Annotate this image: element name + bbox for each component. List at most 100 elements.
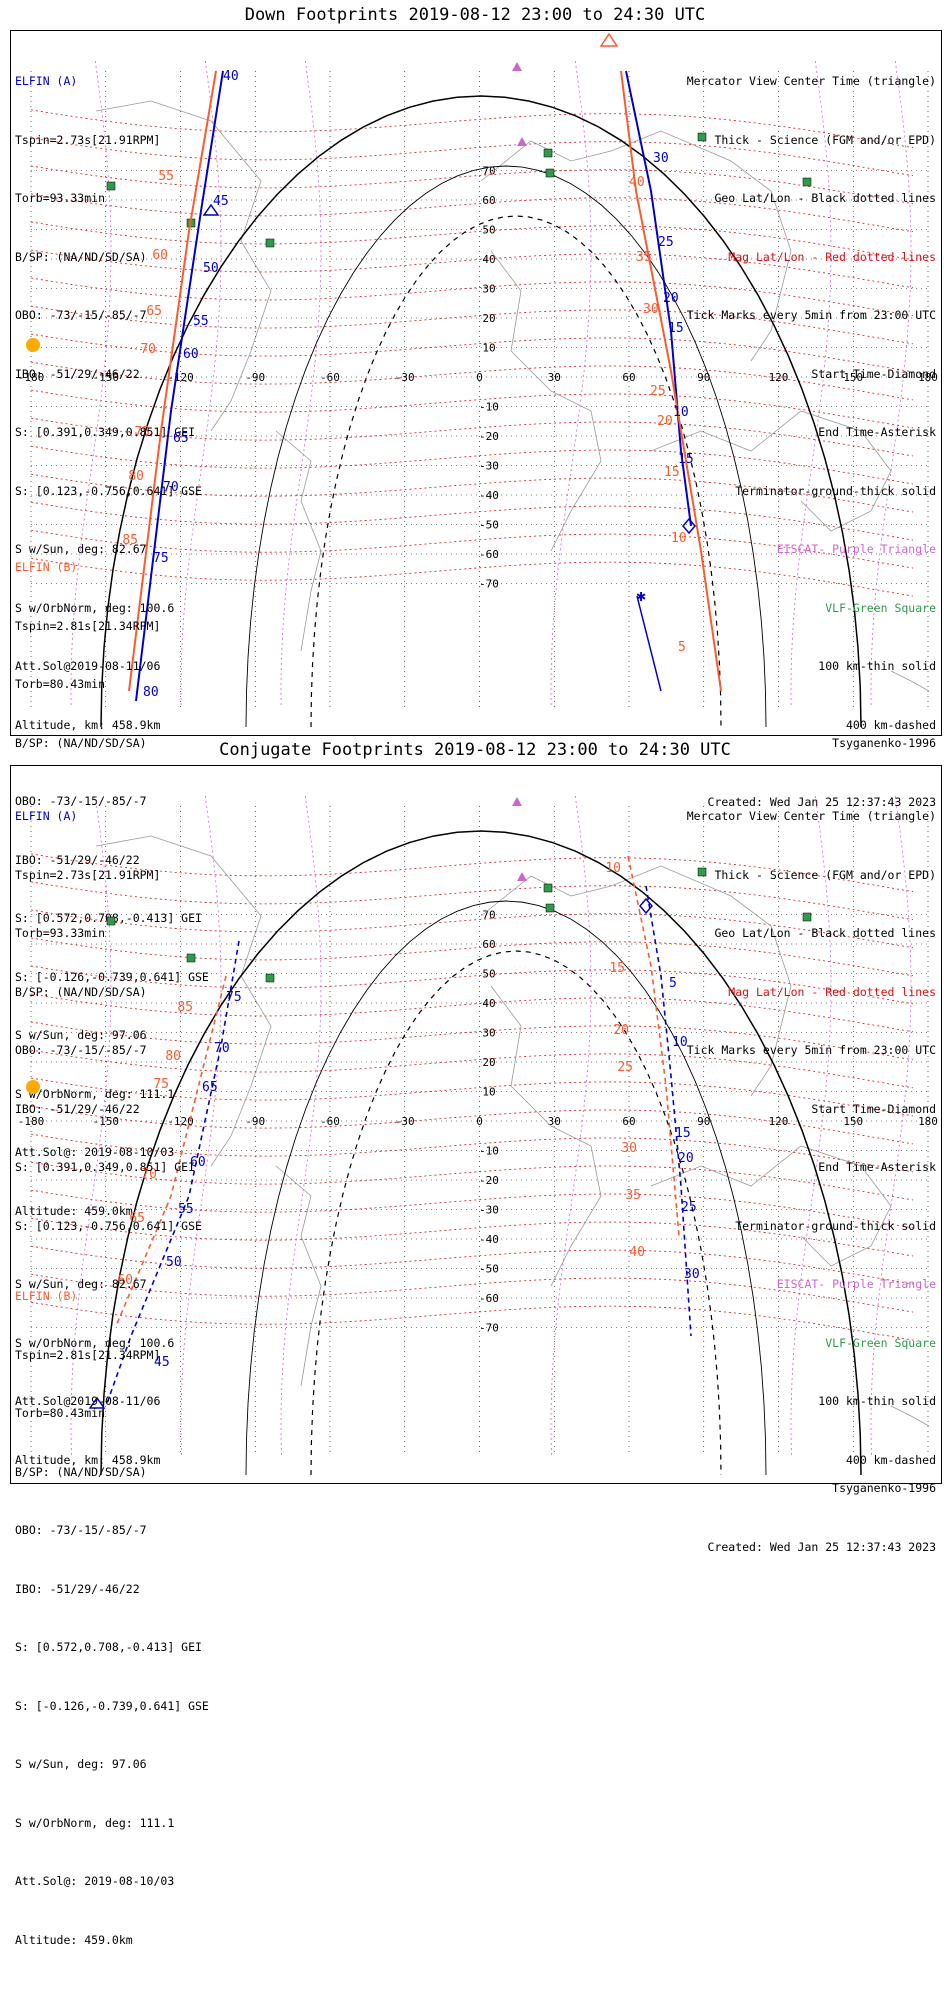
elfin-a-tick-label: 20 <box>678 1151 694 1166</box>
lon-tick-label: -180 <box>18 371 45 384</box>
vlf-square-icon <box>106 916 116 926</box>
coastline <box>650 410 892 532</box>
elfin-b-tick-label: 65 <box>129 1211 145 1226</box>
elfin-b-tick-label: 75 <box>153 1077 169 1092</box>
mag-lon-line <box>870 60 912 707</box>
legend-item: Mag Lat/Lon - Red dotted lines <box>728 249 936 264</box>
panel-title: Conjugate Footprints 2019-08-12 23:00 to… <box>219 740 731 760</box>
mag-lon-line <box>180 795 222 1457</box>
terminator-ground <box>100 830 862 1476</box>
lat-tick-label: 60 <box>482 938 495 951</box>
elfin-b-tick-label: 30 <box>621 1141 637 1156</box>
vlf-square-icon <box>543 148 553 158</box>
terminator-100km <box>245 165 767 728</box>
lat-tick-label: 30 <box>482 1027 495 1040</box>
legend-item: VLF-Green Square <box>825 600 936 615</box>
legend-item: EISCAT- Purple Triangle <box>776 1277 936 1291</box>
elfin-b-line: Altitude: 459.0km <box>15 1932 133 1947</box>
lon-tick-label: 150 <box>843 371 863 384</box>
mag-lon-line <box>790 795 832 1457</box>
legend-item: End Time-Asterisk <box>818 425 936 439</box>
elfin-a-tick-label: 60 <box>183 347 199 362</box>
elfin-b-line: Tspin=2.81s[21.34RPM] <box>15 1347 161 1362</box>
lat-tick-label: -50 <box>479 1263 499 1276</box>
lat-tick-label: 10 <box>482 1086 495 1099</box>
elfin-b-line: S w/Sun, deg: 97.06 <box>15 1757 147 1771</box>
legend-item: Thick - Science (FGM and/or EPD) <box>714 132 936 147</box>
mag-lon-line <box>180 60 222 707</box>
elfin-b-line: Att.Sol@: 2019-08-10/03 <box>15 1874 175 1888</box>
eiscat-triangle-icon <box>512 62 522 71</box>
legend-item: Terminator-ground-thick solid <box>735 1218 936 1233</box>
elfin-a-tick-label: 40 <box>223 69 239 84</box>
elfin-a-track <box>645 885 692 1337</box>
conjugate-footprints-map: 70 60 50 40 30 20 10 -10 -20 -30 -40 -50 -60 -70 -180-… <box>10 765 942 1947</box>
elfin-a-line: OBO: -73/-15/-85/-7 <box>15 1043 147 1057</box>
legend-item: Tick Marks every 5min from 23:00 UTC <box>686 1043 936 1057</box>
lon-tick-label: 150 <box>843 1115 863 1128</box>
vlf-square-icon <box>802 177 812 187</box>
elfin-a-tick-label: 55 <box>178 1202 194 1217</box>
elfin-a-track <box>135 70 224 702</box>
elfin-b-tick-label: 40 <box>629 1245 645 1260</box>
elfin-a-tick-label: 15 <box>675 1126 691 1141</box>
vlf-square-icon <box>802 912 812 922</box>
map-credits: Tsyganenko-1996 Created: Wed Jan 25 12:3… <box>708 695 936 851</box>
elfin-b-tick-label: 35 <box>636 250 652 265</box>
created-label: Created: Wed Jan 25 12:37:43 2023 <box>707 794 936 809</box>
elfin-a-line: S: [0.391,0.349,0.851] GEI <box>15 425 196 439</box>
vlf-square-icon <box>186 953 196 963</box>
elfin-b-tick-label: 75 <box>134 425 150 440</box>
legend-item: Geo Lat/Lon - Black dotted lines <box>714 926 936 940</box>
lat-tick-label: 50 <box>482 968 495 981</box>
elfin-a-tick-label: 10 <box>673 405 689 420</box>
lon-tick-label: 90 <box>697 371 710 384</box>
center-time-triangle-icon <box>202 203 220 216</box>
elfin-b-tick-label: 35 <box>625 1188 641 1203</box>
elfin-a-line: S w/Sun, deg: 82.67 <box>15 542 147 556</box>
elfin-b-line: S w/OrbNorm, deg: 111.1 <box>15 1815 175 1830</box>
legend-item: Terminator-ground-thick solid <box>735 483 936 498</box>
vlf-square-icon <box>697 132 707 142</box>
elfin-b-tick-label: 10 <box>605 861 621 876</box>
elfin-a-line: S: [0.123,-0.756,0.641] GSE <box>15 483 202 498</box>
elfin-b-tick-label: 20 <box>613 1023 629 1038</box>
elfin-b-tick-label: 20 <box>657 414 673 429</box>
elfin-a-line: S w/OrbNorm, deg: 100.6 <box>15 1335 175 1350</box>
elfin-b-tick-label: 25 <box>650 384 666 399</box>
elfin-a-line: S: [0.123,-0.756,0.641] GSE <box>15 1218 202 1233</box>
mag-lon-line <box>70 795 112 1457</box>
elfin-b-line: S: [0.572,0.708,-0.413] GEI <box>15 1640 202 1654</box>
lon-tick-label: -60 <box>320 1115 340 1128</box>
lon-tick-label: -150 <box>93 371 120 384</box>
lat-tick-label: -30 <box>479 1204 499 1217</box>
elfin-b-track <box>115 975 227 1327</box>
elfin-a-tick-label: 20 <box>663 291 679 306</box>
start-time-diamond-icon <box>639 897 653 915</box>
coastline <box>890 670 930 692</box>
elfin-b-line: OBO: -73/-15/-85/-7 <box>15 1523 147 1537</box>
elfin-a-line: OBO: -73/-15/-85/-7 <box>15 308 147 322</box>
lat-tick-label: -40 <box>479 1233 499 1246</box>
elfin-a-tick-label: 60 <box>190 1155 206 1170</box>
elfin-a-info: ELFIN (A) Tspin=2.73s[21.91RPM] Torb=93.… <box>15 33 202 774</box>
elfin-b-line: IBO: -51/29/-46/22 <box>15 852 140 867</box>
vlf-square-icon <box>106 181 116 191</box>
lat-tick-label: 30 <box>482 283 495 296</box>
elfin-a-line: Att.Sol@2019-08-11/06 <box>15 1394 161 1408</box>
mag-lon-line <box>550 795 592 1457</box>
legend-item: End Time-Asterisk <box>818 1160 936 1174</box>
elfin-b-tick-label: 25 <box>617 1060 633 1075</box>
elfin-a-line: S w/Sun, deg: 82.67 <box>15 1277 147 1291</box>
elfin-a-tick-label: 5 <box>669 976 677 991</box>
elfin-a-tick-label: 50 <box>203 261 219 276</box>
coastline <box>275 430 322 652</box>
lon-tick-label: 0 <box>476 1115 483 1128</box>
lat-tick-label: -40 <box>479 489 499 502</box>
elfin-a-line: S: [0.391,0.349,0.851] GEI <box>15 1160 196 1174</box>
panel-title: Down Footprints 2019-08-12 23:00 to 24:3… <box>244 5 706 25</box>
elfin-a-line: Tspin=2.73s[21.91RPM] <box>15 132 161 147</box>
elfin-b-track <box>627 855 680 1237</box>
terminator-400km <box>310 215 722 728</box>
legend-item: Mag Lat/Lon - Red dotted lines <box>728 984 936 999</box>
